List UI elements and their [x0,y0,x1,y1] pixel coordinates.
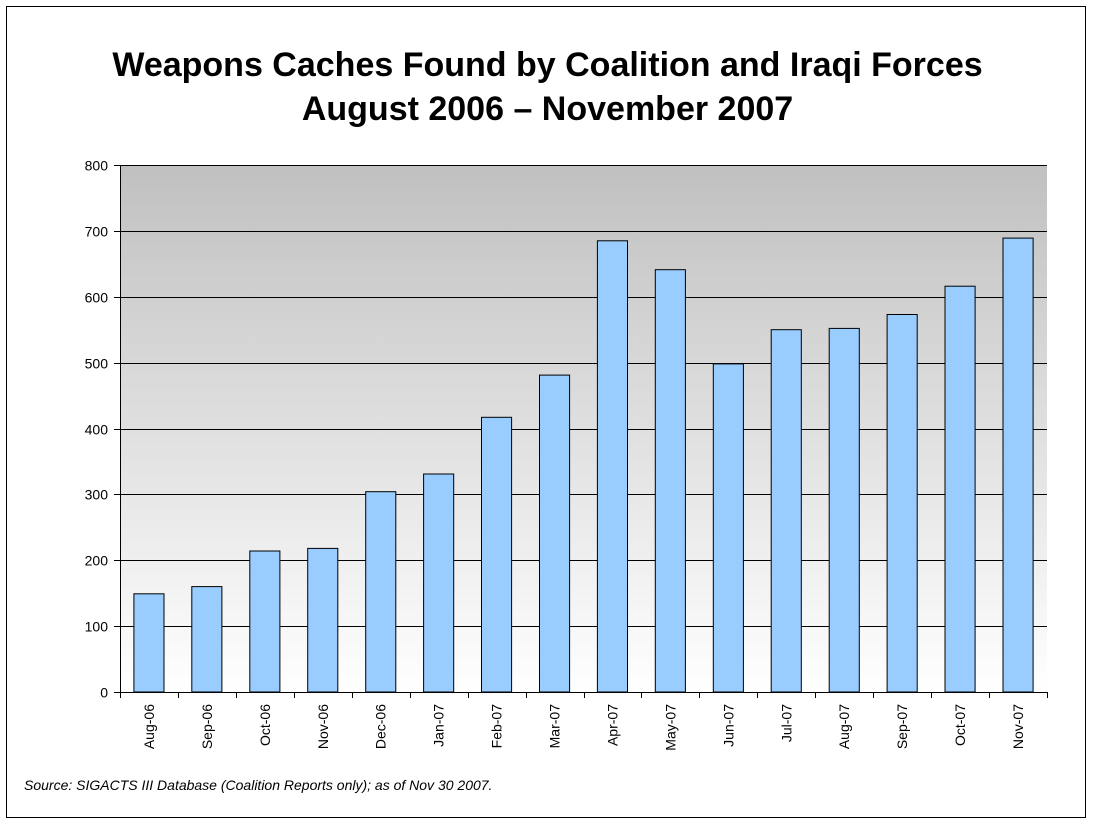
bar-aug-07 [828,327,860,693]
x-tick-label: Dec-06 [373,704,389,749]
x-tick-label: Sep-07 [894,704,910,749]
x-tick-label: Aug-06 [141,704,157,749]
x-tick-label: Jul-07 [778,704,794,742]
chart-title: Weapons Caches Found by Coalition and Ir… [0,43,1095,131]
bar-oct-07 [944,285,976,693]
bar-jan-07 [423,473,455,693]
x-tick-label: Sep-06 [199,704,215,749]
x-tick-label: Nov-06 [315,704,331,749]
source-note: Source: SIGACTS III Database (Coalition … [24,777,493,793]
bar-dec-06 [365,491,397,693]
x-tick-label: May-07 [662,704,678,751]
bar-oct-06 [249,550,281,693]
y-tick-label: 700 [85,224,109,240]
x-tick-label: Mar-07 [547,704,563,749]
bar-aug-06 [133,593,165,693]
bar-sep-07 [886,314,918,693]
x-tick-labels: Aug-06 Sep-06 Oct-06 Nov-06 Dec-06 Jan-07 Feb-… [141,704,1026,751]
bars [133,237,1034,693]
bar-jul-07 [770,329,802,693]
x-tick-label: Aug-07 [836,704,852,749]
chart-title-line2: August 2006 – November 2007 [301,90,794,128]
y-tick-label: 0 [100,685,108,701]
x-tick-label: Jun-07 [720,704,736,747]
x-tick-label: Oct-06 [257,704,273,746]
axes [114,165,1048,698]
y-tick-label: 200 [85,553,109,569]
y-tick-label: 500 [85,356,109,372]
x-tick-label: Jan-07 [431,704,447,747]
y-tick-label: 100 [85,619,109,635]
y-tick-label: 800 [85,158,109,174]
y-tick-label: 600 [85,290,109,306]
x-tick-label: Feb-07 [489,704,505,749]
bar-mar-07 [539,374,571,693]
bar-feb-07 [481,416,513,693]
bar-apr-07 [596,240,629,693]
bar-sep-06 [191,586,223,693]
bar-jun-07 [712,363,744,693]
x-tick-label: Nov-07 [1010,704,1026,749]
y-tick-label: 400 [85,422,109,438]
bar-nov-06 [307,547,339,693]
bar-nov-07 [1002,237,1034,693]
x-tick-label: Oct-07 [952,704,968,746]
bar-may-07 [654,269,686,693]
y-tick-labels: 0 100 200 300 400 500 600 700 800 [85,158,109,701]
y-tick-label: 300 [85,487,109,503]
x-tick-label: Apr-07 [605,704,621,746]
chart-title-line1: Weapons Caches Found by Coalition and Ir… [112,46,983,84]
